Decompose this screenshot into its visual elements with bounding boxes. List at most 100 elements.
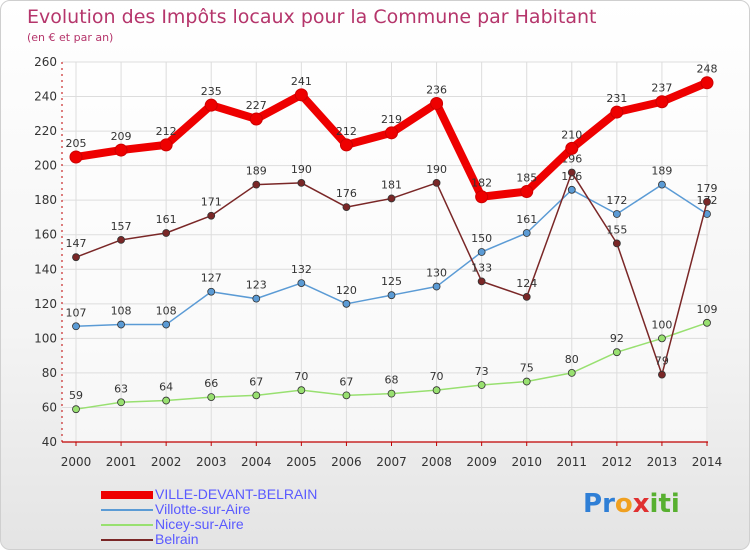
data-label: 79: [655, 355, 669, 368]
data-point: [475, 190, 489, 204]
x-tick-label: 2013: [647, 455, 678, 469]
data-label: 108: [111, 305, 132, 318]
logo-letter: o: [614, 489, 633, 519]
data-label: 236: [426, 83, 447, 96]
data-point: [387, 291, 396, 300]
x-tick-label: 2005: [286, 455, 317, 469]
data-label: 185: [516, 172, 537, 185]
data-point: [72, 405, 80, 414]
data-point: [387, 389, 396, 398]
data-label: 179: [697, 182, 718, 195]
data-point: [522, 377, 531, 386]
data-label: 66: [204, 377, 218, 390]
data-label: 155: [606, 223, 627, 236]
data-label: 59: [69, 389, 83, 402]
data-label: 67: [339, 375, 353, 388]
y-tick-label: 60: [42, 400, 57, 414]
data-point: [114, 143, 128, 157]
data-point: [658, 370, 666, 379]
y-tick-label: 80: [42, 366, 57, 380]
data-label: 130: [426, 267, 447, 280]
data-point: [117, 320, 125, 329]
data-label: 75: [520, 362, 534, 375]
legend-item: Belrain: [101, 531, 401, 547]
data-label: 176: [336, 187, 357, 200]
data-label: 133: [471, 261, 492, 274]
y-tick-label: 240: [34, 90, 57, 104]
data-point: [430, 96, 444, 110]
data-point: [294, 88, 308, 102]
x-tick-label: 2004: [241, 455, 272, 469]
data-label: 80: [565, 353, 579, 366]
data-point: [72, 253, 80, 262]
data-point: [162, 396, 171, 405]
logo-letter: x: [632, 489, 650, 519]
data-point: [207, 393, 216, 401]
data-label: 123: [246, 279, 267, 292]
data-label: 227: [246, 99, 267, 112]
data-point: [520, 185, 534, 199]
data-point: [252, 294, 261, 303]
data-point: [69, 150, 83, 164]
series-villotte-sur-aire: 1071081081271231321201251301501611861721…: [66, 165, 718, 331]
data-label: 120: [336, 284, 357, 297]
series-nicey-sur-aire: 59 63 64 66 67 70 67 68 70 73 75 80 92 100 109: [69, 303, 718, 414]
legend-item: Villotte-sur-Aire: [101, 501, 401, 517]
data-point: [432, 386, 441, 395]
data-label: 127: [201, 272, 222, 285]
logo-letter: P: [583, 489, 603, 519]
data-label: 92: [610, 332, 624, 345]
data-point: [117, 236, 125, 244]
data-point: [655, 95, 669, 109]
data-point: [565, 141, 579, 155]
data-label: 70: [294, 370, 308, 383]
data-point: [522, 229, 531, 237]
data-label: 171: [201, 196, 222, 209]
data-point: [703, 198, 711, 206]
data-label: 205: [66, 137, 87, 150]
data-point: [567, 168, 576, 177]
data-label: 125: [381, 275, 402, 288]
data-label: 157: [111, 220, 132, 233]
data-point: [249, 112, 263, 126]
data-point: [387, 194, 396, 203]
chart-legend: VILLE-DEVANT-BELRAIN Villotte-sur-Aire Nic…: [101, 486, 401, 547]
data-point: [297, 279, 306, 287]
data-label: 100: [651, 318, 672, 331]
y-tick-label: 100: [34, 331, 57, 345]
data-label: 248: [697, 63, 718, 76]
y-tick-label: 140: [34, 262, 57, 276]
x-tick-label: 2009: [466, 455, 497, 469]
data-point: [204, 98, 218, 112]
y-tick-label: 120: [34, 297, 57, 311]
legend-swatch: [101, 539, 153, 541]
data-point: [610, 105, 624, 119]
x-tick-label: 2002: [151, 455, 182, 469]
logo-letter: t: [658, 489, 671, 519]
x-tick-label: 2001: [106, 455, 137, 469]
data-label: 210: [561, 128, 582, 141]
legend-label: Nicey-sur-Aire: [155, 516, 244, 532]
legend-swatch: [101, 509, 153, 511]
data-label: 63: [114, 382, 128, 395]
x-tick-label: 2008: [421, 455, 452, 469]
data-point: [252, 180, 261, 189]
data-label: 212: [336, 125, 357, 138]
data-label: 124: [516, 277, 537, 290]
legend-item: VILLE-DEVANT-BELRAIN: [101, 486, 401, 502]
data-label: 107: [66, 306, 87, 319]
legend-item: Nicey-sur-Aire: [101, 516, 401, 532]
x-tick-label: 2003: [196, 455, 227, 469]
data-label: 150: [471, 232, 492, 245]
data-label: 189: [651, 165, 672, 178]
proxiti-logo: Proxiti: [583, 489, 680, 519]
data-point: [432, 179, 441, 187]
y-tick-label: 260: [34, 55, 57, 69]
logo-letter: i: [670, 489, 680, 519]
x-tick-label: 2000: [61, 455, 92, 469]
data-label: 64: [159, 381, 173, 394]
legend-label: Villotte-sur-Aire: [155, 501, 251, 517]
